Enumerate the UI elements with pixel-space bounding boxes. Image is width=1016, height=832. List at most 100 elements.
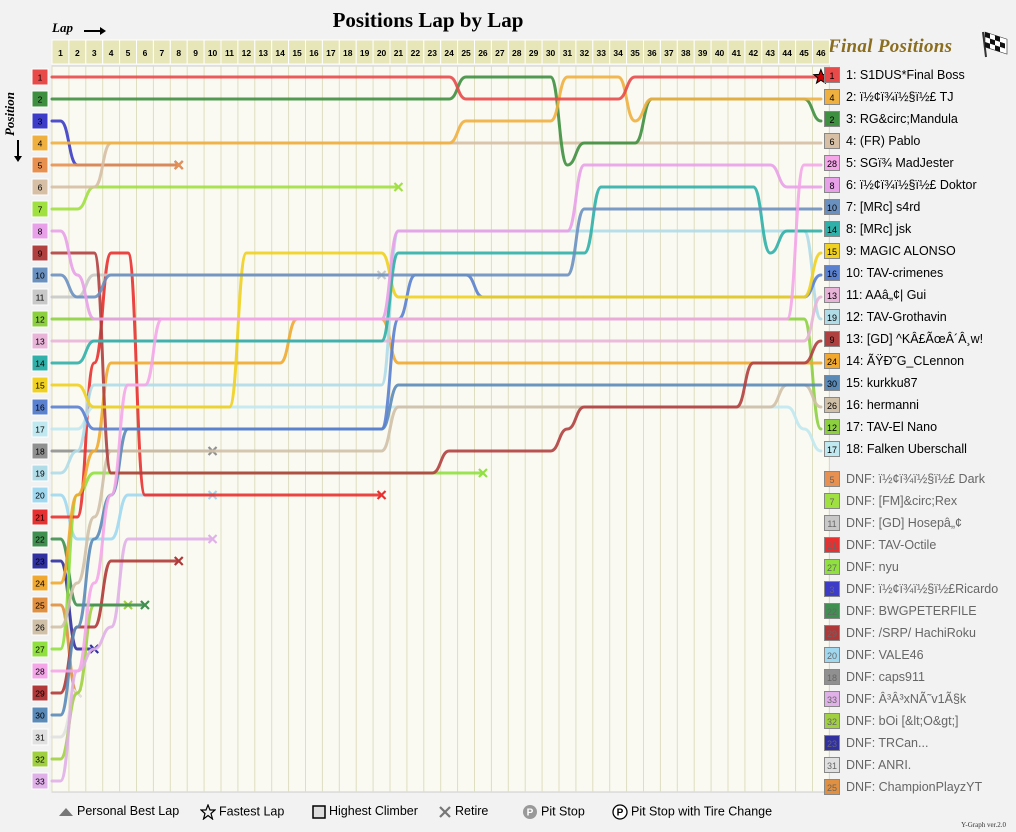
final-position-row: 4 2: ï½¢ï¾ï½§ï½£ TJ (824, 89, 953, 107)
lap-tick-label: 24 (444, 48, 454, 58)
lap-tick-label: 21 (394, 48, 404, 58)
grid-position-badge: 27 (824, 559, 840, 575)
lap-tick-label: 39 (698, 48, 708, 58)
retire-marker (140, 600, 150, 610)
final-position-row: 9 13: [GD] ^KÂ£ÃœÂ´Â¸w! (824, 331, 983, 349)
position-badge (31, 772, 49, 790)
grid-position-badge: 11 (824, 515, 840, 531)
grid-position-badge: 33 (824, 691, 840, 707)
lap-tick-label: 3 (92, 48, 97, 58)
lap-tick-label: 30 (546, 48, 556, 58)
grid-position-badge: 20 (824, 647, 840, 663)
lap-tick-label: 37 (664, 48, 674, 58)
lap-tick-label: 25 (461, 48, 471, 58)
chart-title: Positions Lap by Lap (332, 8, 524, 32)
lap-arrow-icon (84, 27, 106, 35)
lap-tick-label: 36 (647, 48, 657, 58)
pit-stop-tire-icon: P (612, 804, 628, 820)
driver-name: DNF: ï½¢ï¾ï½§ï½£Ricardo (846, 582, 999, 596)
key-personal-best-label: Personal Best Lap (77, 804, 180, 818)
grid-position-badge: 3 (824, 581, 840, 597)
lap-chart: 1 2 3 4 5 6 7 8 9 10 11 12 13 14 15 16 17 18 19 20 21 22 23 24 2… (31, 39, 830, 793)
lap-tick-label: 32 (580, 48, 590, 58)
lap-tick-label: 29 (529, 48, 539, 58)
position-badge (31, 420, 49, 438)
driver-name: 16: hermanni (846, 398, 919, 412)
position-tick-label: 33 (35, 777, 45, 787)
driver-name: DNF: BWGPETERFILE (846, 604, 977, 618)
lap-tick-label: 19 (360, 48, 370, 58)
final-position-row: 15 9: MAGIC ALONSO (824, 243, 956, 261)
position-tick-label: 27 (35, 645, 45, 655)
final-position-row: 17 18: Falken Uberschall (824, 441, 967, 459)
position-badge (31, 728, 49, 746)
final-position-row: 27 DNF: nyu (824, 559, 899, 577)
series-line (50, 185, 400, 211)
position-tick-label: 18 (35, 447, 45, 457)
driver-name: 6: ï½¢ï¾ï½§ï½£ Doktor (846, 178, 977, 192)
grid-position-badge: 18 (824, 669, 840, 685)
position-tick-label: 29 (35, 689, 45, 699)
position-tick-label: 32 (35, 755, 45, 765)
position-arrow-icon (14, 140, 22, 162)
series-line (50, 75, 823, 145)
lap-tick-label: 15 (292, 48, 302, 58)
grid-position-badge: 4 (824, 89, 840, 105)
grid-position-badge: 16 (824, 265, 840, 281)
lap-tick-label: 44 (782, 48, 792, 58)
series-line (50, 251, 823, 475)
grid-position-badge: 31 (824, 757, 840, 773)
position-badge (31, 662, 49, 680)
final-position-row: 14 8: [MRc] jsk (824, 221, 911, 239)
lap-tick-label: 10 (208, 48, 218, 58)
driver-name: 15: kurkku87 (846, 376, 918, 390)
driver-name: 10: TAV-crimenes (846, 266, 944, 280)
position-tick-label: 7 (38, 205, 43, 215)
position-tick-label: 28 (35, 667, 45, 677)
series-line (50, 163, 823, 673)
retire-marker (173, 160, 184, 170)
position-badge (31, 486, 49, 504)
lap-cell (812, 39, 830, 65)
driver-name: DNF: TRCan... (846, 736, 929, 750)
driver-name: DNF: Â³Â³xNÃ˜v1Ã§k (846, 692, 967, 706)
final-position-row: 6 4: (FR) Pablo (824, 133, 920, 151)
series-line (50, 207, 823, 299)
position-badge (31, 288, 49, 306)
pit-stop-icon: P (523, 805, 537, 819)
series-line (50, 317, 823, 585)
final-position-row: 18 DNF: caps911 (824, 669, 925, 687)
lap-tick-label: 17 (326, 48, 336, 58)
driver-name: 3: RG&circ;Mandula (846, 112, 958, 126)
position-badge (31, 596, 49, 614)
x-mark-icon (439, 805, 451, 818)
position-badge (31, 354, 49, 372)
driver-name: 14: ÃŸÐ˜G_CLennon (846, 354, 965, 368)
position-tick-label: 19 (35, 469, 45, 479)
position-badge (31, 706, 49, 724)
position-tick-label: 23 (35, 557, 45, 567)
driver-name: 11: AAâ„¢| Gui (846, 288, 927, 302)
position-badge (31, 68, 49, 86)
final-position-row: 5 DNF: ï½¢ï¾ï½§ï½£ Dark (824, 471, 985, 489)
position-tick-label: 26 (35, 623, 45, 633)
driver-name: 13: [GD] ^KÂ£ÃœÂ´Â¸w! (846, 332, 984, 346)
position-badge (31, 178, 49, 196)
position-tick-label: 17 (35, 425, 45, 435)
key-personal-best: Personal Best Lap (58, 804, 179, 818)
grid-position-badge: 13 (824, 287, 840, 303)
position-tick-label: 24 (35, 579, 45, 589)
final-position-row: 1 1: S1DUS*Final Boss (824, 67, 965, 85)
grid-position-badge: 8 (824, 177, 840, 193)
final-position-row: 8 6: ï½¢ï¾ï½§ï½£ Doktor (824, 177, 977, 195)
driver-name: DNF: [GD] Hosepâ„¢ (846, 516, 963, 530)
key-highest-climber-label: Highest Climber (329, 804, 418, 818)
lap-tick-label: 11 (225, 48, 234, 58)
position-badge (31, 640, 49, 658)
position-badge (31, 90, 49, 108)
driver-name: DNF: nyu (846, 560, 899, 574)
driver-name: 17: TAV-El Nano (846, 420, 938, 434)
grid-position-badge: 28 (824, 155, 840, 171)
final-position-row: 19 12: TAV-Grothavin (824, 309, 947, 327)
final-position-row: 26 16: hermanni (824, 397, 919, 415)
